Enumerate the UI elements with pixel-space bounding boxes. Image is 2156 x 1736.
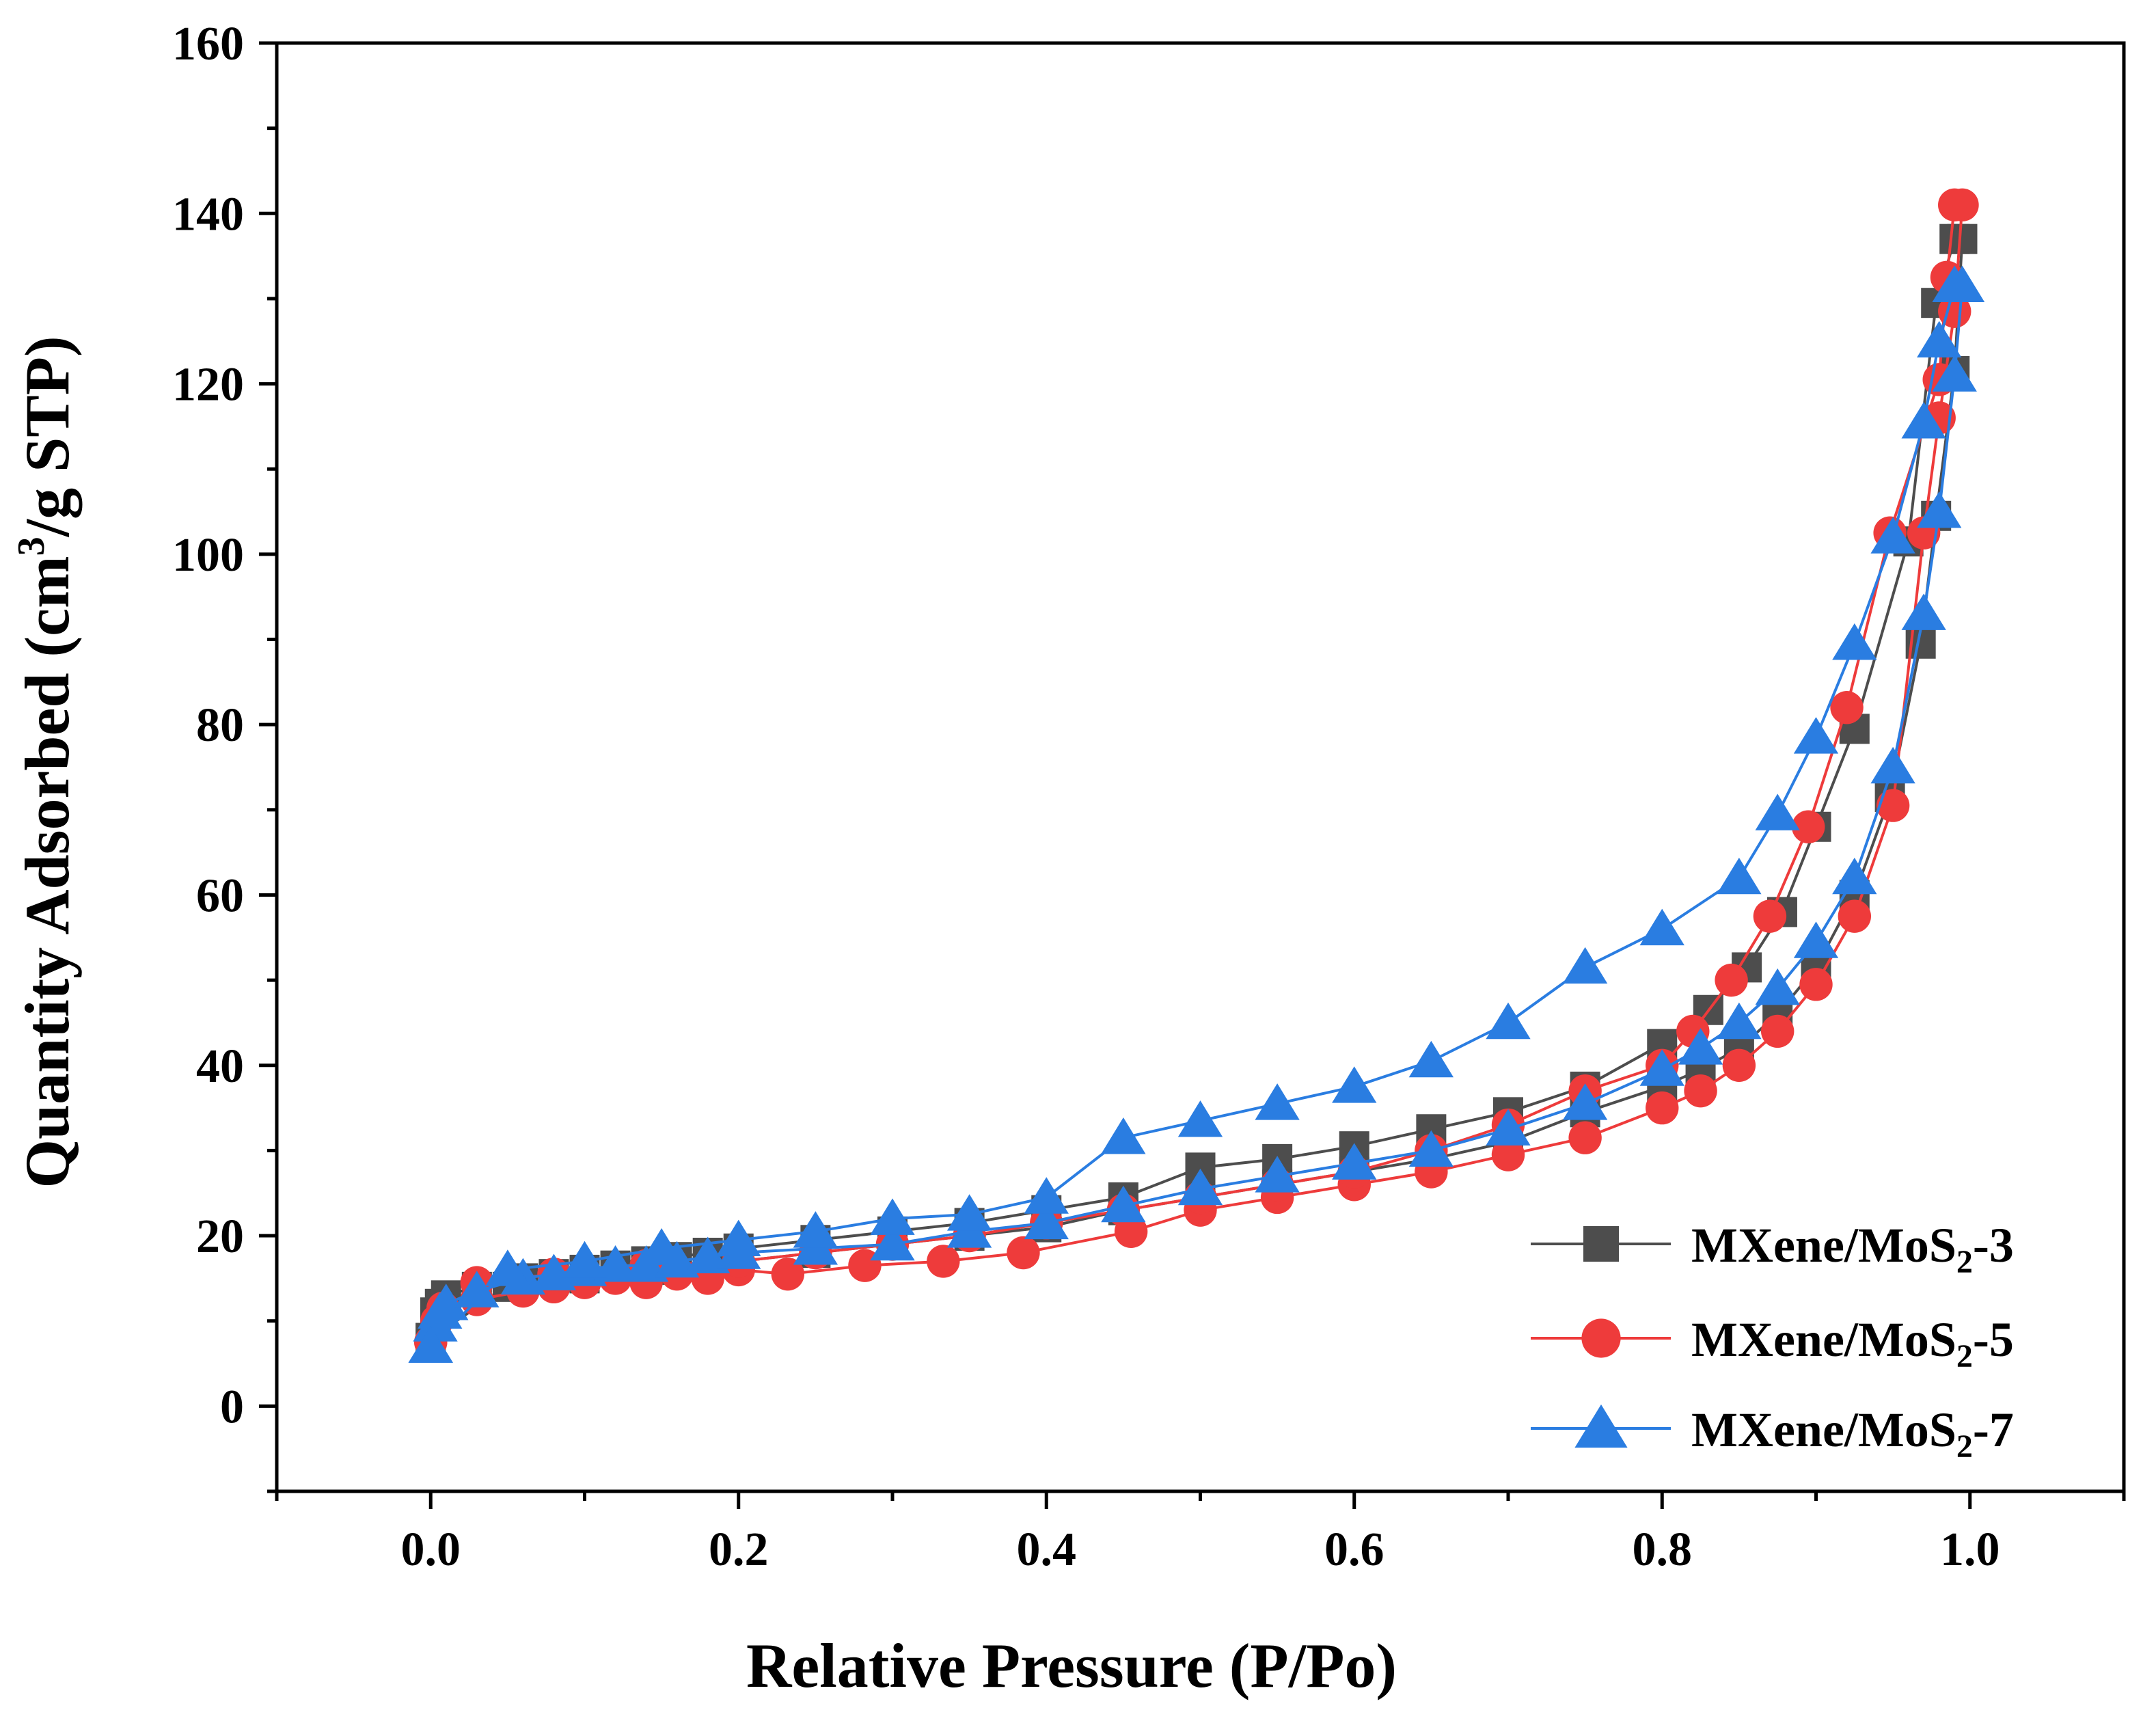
legend: MXene/MoS2-3 MXene/MoS2-5 MXene/MoS2-7 <box>1531 1218 2014 1465</box>
data-point <box>1639 908 1684 946</box>
data-point <box>1917 321 1962 358</box>
data-point <box>1332 1143 1377 1180</box>
data-point <box>1717 857 1762 895</box>
data-point <box>562 1240 608 1278</box>
x-tick-label: 0.8 <box>1633 1523 1693 1576</box>
legend-item: MXene/MoS2-3 <box>1531 1218 2014 1280</box>
y-tick-label: 40 <box>196 1040 244 1093</box>
x-tick-label: 0.4 <box>1017 1523 1077 1576</box>
data-point <box>1678 1028 1723 1065</box>
data-point <box>1793 921 1839 958</box>
data-point <box>1755 794 1800 830</box>
legend-marker <box>1574 1404 1628 1448</box>
data-point <box>1007 1236 1040 1270</box>
data-point <box>1101 1185 1146 1223</box>
legend-item: MXene/MoS2-7 <box>1531 1402 2014 1465</box>
data-point <box>1568 1121 1602 1154</box>
data-point <box>1715 963 1748 997</box>
data-point <box>927 1245 960 1278</box>
data-point <box>592 1245 638 1282</box>
data-point <box>946 1194 992 1231</box>
data-point <box>1486 1002 1531 1040</box>
legend-label: MXene/MoS2-7 <box>1691 1402 2014 1465</box>
data-point <box>1830 691 1864 724</box>
data-point <box>1753 899 1787 933</box>
y-tick-label: 100 <box>172 529 244 582</box>
y-tick-label: 20 <box>196 1210 244 1263</box>
series-7 <box>408 265 1985 1363</box>
data-point <box>531 1253 577 1290</box>
data-point <box>1932 355 1977 392</box>
data-point <box>1408 1130 1454 1167</box>
data-point <box>1870 517 1915 554</box>
data-point <box>1255 1156 1300 1193</box>
legend-marker <box>1581 1318 1621 1358</box>
y-tick-label: 140 <box>172 188 244 241</box>
data-point <box>1792 810 1825 843</box>
data-point <box>1755 968 1800 1005</box>
data-point <box>1722 1048 1756 1082</box>
x-axis: 0.0 0.2 0.4 0.6 0.8 1.0 <box>275 1491 2126 1576</box>
y-tick-label: 120 <box>172 359 244 411</box>
legend-label: MXene/MoS2-3 <box>1691 1218 2014 1280</box>
data-point <box>1901 593 1946 630</box>
data-point <box>1562 1083 1608 1120</box>
data-point <box>1938 188 1971 222</box>
data-point <box>1024 1202 1069 1240</box>
data-point <box>1408 1040 1454 1078</box>
data-point <box>1832 857 1877 895</box>
data-point <box>1870 746 1915 784</box>
data-point <box>1562 947 1608 984</box>
data-point <box>1024 1177 1069 1214</box>
data-point <box>685 1236 731 1273</box>
data-point <box>1799 968 1833 1001</box>
data-point <box>1177 1168 1223 1206</box>
data-point <box>793 1211 838 1248</box>
data-point <box>1101 1117 1146 1154</box>
series-layer <box>408 188 1985 1363</box>
x-tick-label: 0.6 <box>1324 1523 1384 1576</box>
data-point <box>639 1228 684 1265</box>
data-point <box>771 1257 805 1291</box>
y-tick-label: 80 <box>196 699 244 752</box>
y-tick-label: 160 <box>172 18 244 70</box>
legend-label: MXene/MoS2-5 <box>1691 1312 2014 1374</box>
data-point <box>870 1198 915 1235</box>
data-point <box>1486 1109 1531 1146</box>
data-point <box>1646 1091 1679 1125</box>
data-point <box>1876 789 1910 822</box>
legend-marker <box>1583 1226 1619 1262</box>
x-axis-label: Relative Pressure (P/Po) <box>746 1631 1397 1700</box>
y-axis: 0 20 40 60 80 100 120 140 160 <box>172 18 277 1493</box>
data-point <box>1838 899 1872 933</box>
data-point <box>1917 491 1962 528</box>
data-point <box>1832 623 1877 660</box>
data-point <box>1639 1049 1684 1086</box>
legend-item: MXene/MoS2-5 <box>1531 1312 2014 1374</box>
y-tick-label: 0 <box>220 1381 244 1433</box>
y-axis-label: Quantity Adsorbed (cm3/g STP) <box>10 336 82 1188</box>
data-point <box>716 1219 761 1257</box>
x-tick-label: 0.0 <box>401 1523 461 1576</box>
data-point <box>1932 265 1977 303</box>
data-point <box>454 1271 500 1307</box>
y-tick-label: 60 <box>196 869 244 922</box>
x-tick-label: 1.0 <box>1940 1523 2000 1576</box>
data-point <box>1177 1100 1223 1137</box>
data-point <box>1760 1014 1795 1048</box>
data-point <box>1717 1002 1762 1040</box>
data-point <box>485 1249 530 1286</box>
data-point <box>1684 1074 1717 1108</box>
data-point <box>1491 1138 1525 1171</box>
data-point <box>1332 1066 1377 1103</box>
data-point <box>1793 717 1839 754</box>
data-point <box>424 1284 469 1320</box>
data-point <box>870 1223 915 1261</box>
x-tick-label: 0.2 <box>709 1523 769 1576</box>
data-point <box>1255 1083 1300 1120</box>
data-point <box>1901 401 1946 439</box>
data-point <box>408 1326 453 1363</box>
